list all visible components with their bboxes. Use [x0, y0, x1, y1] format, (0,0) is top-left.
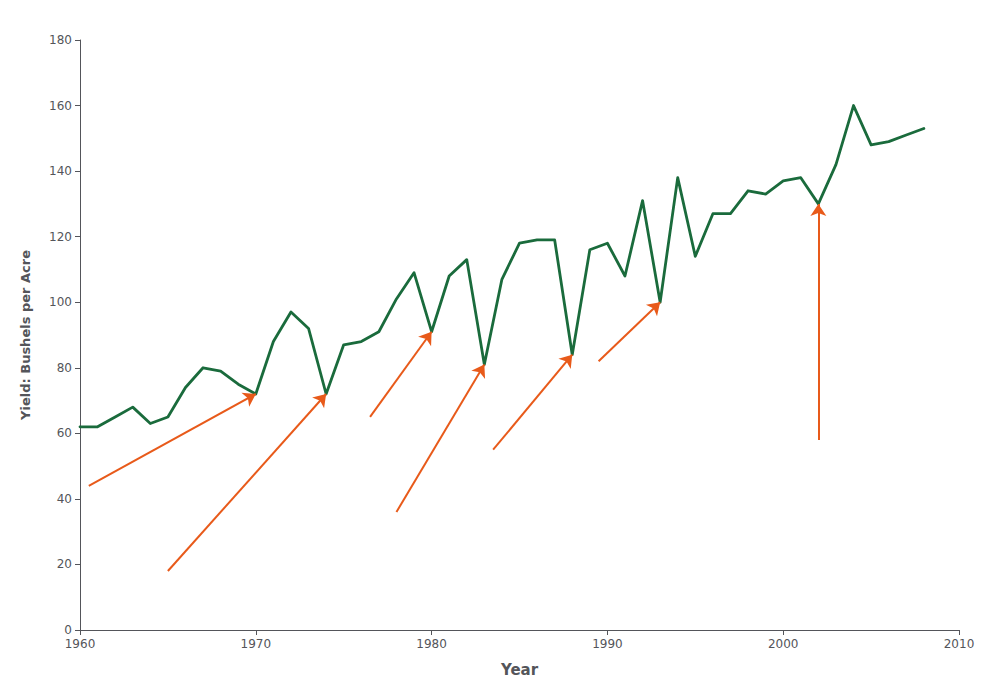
svg-text:2000: 2000: [768, 637, 799, 651]
svg-text:160: 160: [49, 99, 72, 113]
svg-text:-16%: -16%: [172, 607, 206, 621]
svg-text:Blight: Blight: [93, 490, 134, 504]
svg-text:0: 0: [64, 623, 72, 637]
svg-text:-17%: -17%: [374, 437, 408, 451]
svg-text:80: 80: [57, 361, 72, 375]
svg-text:1990: 1990: [592, 637, 623, 651]
svg-text:Drought: Drought: [374, 421, 430, 435]
svg-text:Wet spring,: Wet spring,: [172, 575, 250, 589]
svg-text:Flood: Flood: [603, 365, 640, 379]
svg-text:-26%: -26%: [400, 532, 434, 546]
svg-text:Climate: Climate: [822, 460, 874, 474]
svg-text:1960: 1960: [65, 637, 96, 651]
svg-text:-29%: -29%: [497, 470, 531, 484]
svg-text:Year: Year: [500, 661, 539, 679]
svg-text:Yield: Bushels per Acre: Yield: Bushels per Acre: [18, 250, 33, 421]
svg-text:early frost: early frost: [172, 591, 243, 605]
svg-text:1970: 1970: [241, 637, 272, 651]
svg-text:2010: 2010: [944, 637, 975, 651]
svg-text:Events: Events: [822, 476, 868, 490]
svg-text:Drought: Drought: [497, 454, 553, 468]
svg-text:140: 140: [49, 164, 72, 178]
svg-text:180: 180: [49, 33, 72, 47]
svg-text:100: 100: [49, 295, 72, 309]
svg-text:1980: 1980: [416, 637, 447, 651]
svg-text:40: 40: [57, 492, 72, 506]
svg-text:20: 20: [57, 557, 72, 571]
svg-text:Unusual: Unusual: [822, 444, 877, 458]
svg-text:Drought: Drought: [400, 516, 456, 530]
svg-text:-18%: -18%: [93, 506, 127, 520]
svg-text:120: 120: [49, 230, 72, 244]
svg-text:60: 60: [57, 426, 72, 440]
